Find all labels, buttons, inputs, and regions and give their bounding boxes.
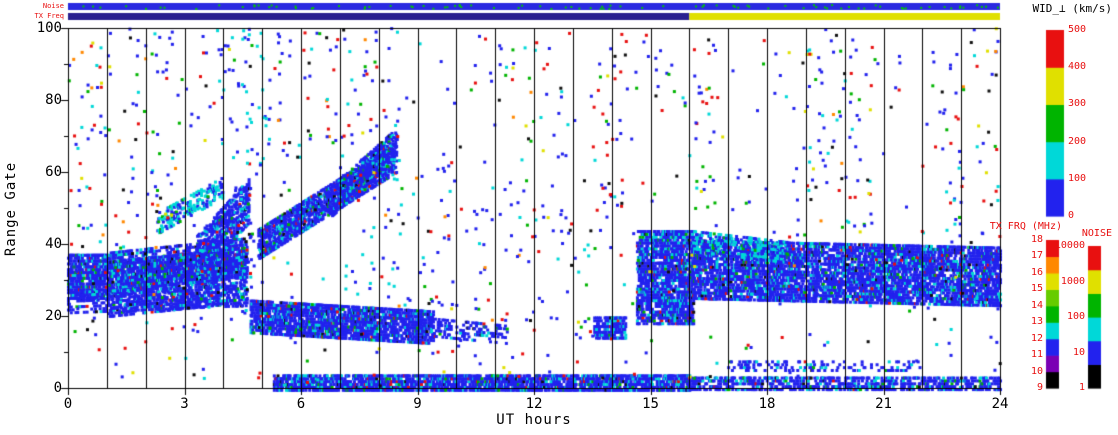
x-tick-label: 12 [525, 396, 543, 412]
wid-colorbar-tick: 400 [1068, 61, 1087, 73]
x-tick-label: 0 [63, 396, 73, 412]
y-tick-label: 20 [45, 308, 62, 324]
wid-colorbar-tick: 500 [1068, 24, 1087, 35]
x-tick-label: 3 [180, 396, 189, 412]
wid-colorbar-tick: 300 [1068, 98, 1087, 110]
y-tick-label: 80 [45, 92, 62, 108]
txfreq-strip-label: TX Freq [34, 12, 64, 20]
noise-colorbar-tick: 1000 [1060, 275, 1085, 287]
noise-colorbar-tick: 100 [1066, 311, 1085, 322]
txfrq-colorbar-tick: 14 [1030, 299, 1043, 311]
y-tick-label: 40 [45, 236, 62, 252]
x-tick-label: 9 [413, 396, 422, 412]
wid-colorbar-tick: 100 [1068, 172, 1087, 184]
noise-colorbar-tick: 1 [1078, 382, 1085, 393]
wid-colorbar-tick: 200 [1068, 135, 1087, 147]
noise-colorbar-tick: 10000 [1054, 240, 1085, 251]
txfrq-colorbar-tick: 13 [1030, 316, 1043, 328]
noise-colorbar-title: NOISE [1081, 228, 1112, 239]
txfrq-colorbar-tick: 12 [1030, 332, 1043, 344]
noise-colorbar-tick: 10 [1072, 346, 1085, 358]
x-tick-label: 6 [296, 396, 306, 412]
x-tick-label: 21 [875, 396, 892, 412]
x-tick-label: 15 [642, 396, 659, 412]
wid-colorbar-tick: 0 [1068, 210, 1075, 221]
y-tick-label: 100 [36, 20, 62, 36]
txfrq-colorbar-tick: 11 [1030, 349, 1043, 361]
txfrq-colorbar-tick: 10 [1030, 365, 1043, 377]
y-tick-label: 60 [45, 164, 62, 180]
x-tick-label: 18 [758, 396, 776, 412]
txfrq-colorbar-tick: 16 [1030, 266, 1043, 278]
y-axis-label: Range Gate [3, 161, 19, 257]
x-axis-label: UT hours [496, 412, 572, 428]
y-tick-label: 0 [53, 380, 62, 396]
txfrq-colorbar-tick: 15 [1030, 283, 1043, 295]
txfrq-colorbar-tick: 17 [1030, 250, 1043, 262]
txfrq-colorbar-tick: 18 [1030, 234, 1043, 245]
txfrq-colorbar-title: TX FRQ (MHz) [989, 221, 1062, 232]
txfrq-colorbar-tick: 9 [1036, 382, 1043, 393]
wid-colorbar-title: WID_⊥ (km/s) [1032, 2, 1112, 15]
x-tick-label: 24 [991, 396, 1009, 412]
noise-strip-label: Noise [42, 2, 64, 10]
